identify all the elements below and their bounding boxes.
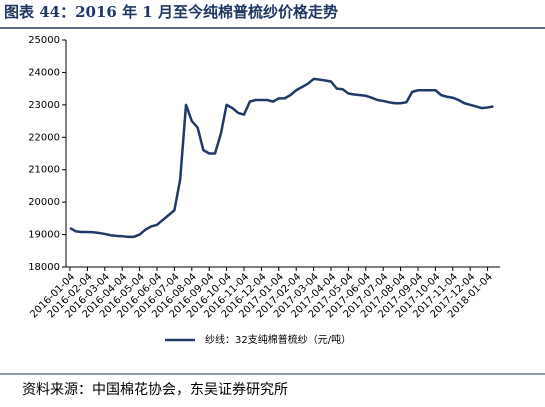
legend-label: 纱线：32支纯棉普梳纱（元/吨） — [205, 333, 351, 346]
chart-title: 图表 44：2016 年 1 月至今纯棉普梳纱价格走势 — [4, 3, 338, 21]
y-tick-label: 20000 — [28, 197, 60, 208]
line — [69, 77, 494, 239]
y-tick-label: 19000 — [28, 230, 60, 241]
y-tick-label: 25000 — [28, 35, 60, 46]
y-tick-label: 24000 — [28, 67, 60, 78]
source: 资料来源：中国棉花协会，东吴证券研究所 — [22, 381, 288, 398]
y-tick-label: 23000 — [28, 100, 60, 111]
y-tick-label: 21000 — [28, 165, 60, 176]
y-tick-label: 18000 — [28, 262, 60, 273]
y-tick-label: 22000 — [28, 132, 60, 143]
